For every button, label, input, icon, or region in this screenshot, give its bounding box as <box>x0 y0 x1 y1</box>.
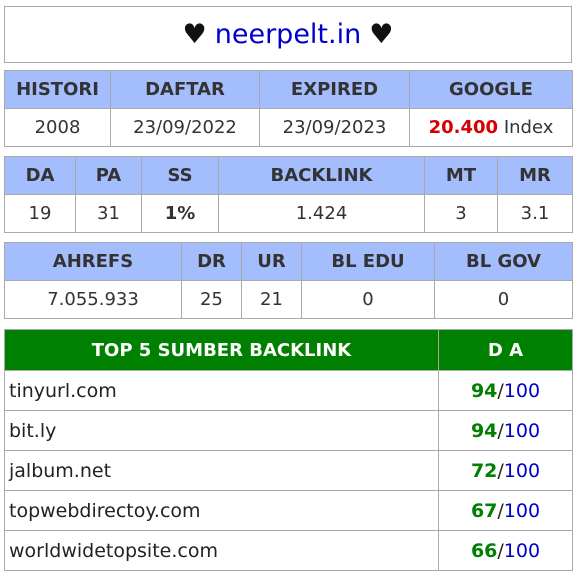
domain-name: neerpelt.in <box>214 19 362 50</box>
backlink-da: 94/100 <box>438 410 573 451</box>
backlink-site: jalbum.net <box>4 450 439 491</box>
header-histori: HISTORI <box>4 70 111 109</box>
backlink-site: tinyurl.com <box>4 370 439 411</box>
header-da: DA <box>4 156 76 195</box>
header-top-sources: TOP 5 SUMBER BACKLINK <box>4 329 439 371</box>
google-index-count: 20.400 <box>428 117 499 138</box>
backlink-site: worldwidetopsite.com <box>4 530 439 571</box>
bl-gov-value: 0 <box>434 280 573 319</box>
dr-value: 25 <box>181 280 242 319</box>
header-daftar: DAFTAR <box>110 70 260 109</box>
table-row: tinyurl.com 94/100 <box>4 370 573 411</box>
backlink-da: 94/100 <box>438 370 573 411</box>
backlink-da: 67/100 <box>438 490 573 531</box>
header-backlink: BACKLINK <box>218 156 425 195</box>
backlink-value: 1.424 <box>218 194 425 233</box>
header-ss: SS <box>141 156 219 195</box>
domain-info-table: HISTORI DAFTAR EXPIRED GOOGLE 2008 23/09… <box>4 70 573 147</box>
header-mt: MT <box>424 156 498 195</box>
mt-value: 3 <box>424 194 498 233</box>
top-backlink-table: TOP 5 SUMBER BACKLINK D A tinyurl.com 94… <box>4 329 573 571</box>
backlink-site: bit.ly <box>4 410 439 451</box>
ur-value: 21 <box>241 280 302 319</box>
header-expired: EXPIRED <box>259 70 410 109</box>
pa-value: 31 <box>75 194 142 233</box>
mr-value: 3.1 <box>497 194 573 233</box>
header-dr: DR <box>181 242 242 281</box>
bl-edu-value: 0 <box>301 280 435 319</box>
header-bl-gov: BL GOV <box>434 242 573 281</box>
ss-value: 1% <box>141 194 219 233</box>
backlink-da: 72/100 <box>438 450 573 491</box>
google-index-cell: 20.400 Index <box>409 108 573 147</box>
header-ahrefs: AHREFS <box>4 242 182 281</box>
heart-icon-right: ♥ <box>369 19 394 50</box>
site-title: ♥ neerpelt.in ♥ <box>4 6 572 63</box>
header-bl-edu: BL EDU <box>301 242 435 281</box>
ahrefs-table: AHREFS DR UR BL EDU BL GOV 7.055.933 25 … <box>4 242 573 319</box>
backlink-da: 66/100 <box>438 530 573 571</box>
daftar-value: 23/09/2022 <box>110 108 260 147</box>
metrics-table: DA PA SS BACKLINK MT MR 19 31 1% 1.424 3… <box>4 156 573 233</box>
header-ur: UR <box>241 242 302 281</box>
header-mr: MR <box>497 156 573 195</box>
backlink-site: topwebdirectoy.com <box>4 490 439 531</box>
table-row: jalbum.net 72/100 <box>4 450 573 491</box>
header-pa: PA <box>75 156 142 195</box>
ahrefs-value: 7.055.933 <box>4 280 182 319</box>
histori-value: 2008 <box>4 108 111 147</box>
table-row: bit.ly 94/100 <box>4 410 573 451</box>
header-google: GOOGLE <box>409 70 573 109</box>
heart-icon-left: ♥ <box>182 19 207 50</box>
table-row: worldwidetopsite.com 66/100 <box>4 530 573 571</box>
expired-value: 23/09/2023 <box>259 108 410 147</box>
table-row: topwebdirectoy.com 67/100 <box>4 490 573 531</box>
da-value: 19 <box>4 194 76 233</box>
header-top-da: D A <box>438 329 573 371</box>
google-index-label: Index <box>503 117 554 138</box>
